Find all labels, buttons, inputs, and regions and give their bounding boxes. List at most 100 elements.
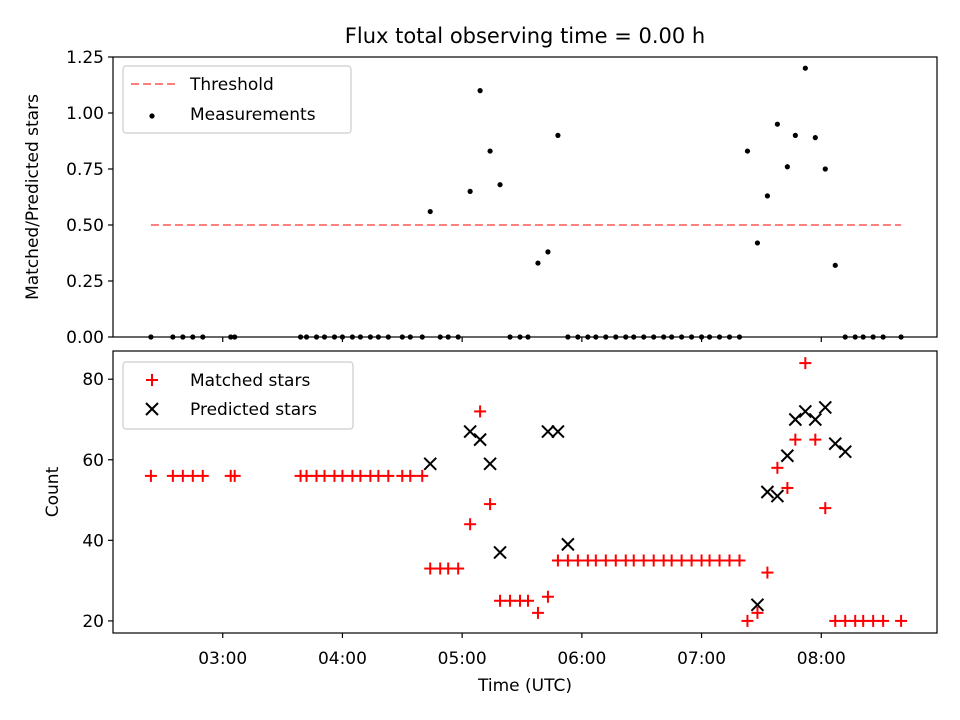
matched-star-point bbox=[771, 461, 784, 474]
x-tick-label: 03:00 bbox=[198, 649, 247, 669]
top-y-tick-label: 1.00 bbox=[66, 104, 104, 124]
predicted-star-point bbox=[541, 424, 555, 439]
matched-star-point bbox=[741, 614, 754, 627]
bottom-y-ticks: 20 40 60 80 bbox=[82, 370, 113, 632]
predicted-star-point bbox=[780, 449, 795, 463]
legend-predicted-label: Predicted stars bbox=[190, 400, 317, 420]
bottom-plot-marks bbox=[144, 357, 908, 627]
matched-star-point bbox=[789, 433, 802, 446]
matched-star-point bbox=[799, 357, 812, 370]
legend-matched-swatch bbox=[146, 374, 158, 386]
matched-star-point bbox=[877, 614, 890, 627]
measurement-point bbox=[792, 132, 798, 138]
x-tick-label: 04:00 bbox=[318, 649, 367, 669]
bottom-axes-frame bbox=[112, 350, 938, 634]
bottom-x-ticks: 03:00 04:00 05:00 06:00 07:00 08:00 bbox=[198, 633, 846, 669]
chart-title: Flux total observing time = 0.00 h bbox=[345, 24, 705, 48]
top-y-tick-label: 0.75 bbox=[66, 160, 104, 180]
predicted-star-point bbox=[828, 436, 842, 451]
measurement-point bbox=[545, 249, 551, 255]
x-axis-label: Time (UTC) bbox=[477, 676, 572, 696]
predicted-star-point bbox=[493, 545, 507, 560]
predicted-star-point bbox=[423, 457, 437, 471]
matched-star-point bbox=[452, 562, 465, 575]
predicted-star-point bbox=[463, 424, 477, 439]
measurement-point bbox=[774, 121, 780, 127]
measurement-point bbox=[555, 132, 561, 138]
top-y-tick-label: 0.00 bbox=[66, 328, 104, 348]
top-y-tick-label: 0.50 bbox=[66, 216, 104, 236]
matched-star-point bbox=[196, 469, 209, 482]
measurement-point bbox=[477, 88, 483, 94]
matched-star-point bbox=[541, 590, 554, 603]
measurement-point bbox=[744, 148, 751, 154]
predicted-star-point bbox=[750, 598, 765, 612]
bottom-legend-box bbox=[122, 361, 354, 430]
predicted-star-point bbox=[808, 412, 823, 427]
top-y-tick-label: 0.25 bbox=[66, 272, 104, 292]
matched-star-point bbox=[404, 469, 417, 482]
legend-predicted-swatch bbox=[145, 402, 159, 416]
matched-star-point bbox=[474, 405, 487, 418]
measurement-point bbox=[467, 188, 473, 194]
matched-star-point bbox=[895, 614, 908, 627]
measurement-point bbox=[754, 240, 761, 246]
predicted-star-point bbox=[473, 432, 487, 447]
measurement-point bbox=[497, 182, 503, 188]
predicted-star-point bbox=[838, 445, 852, 459]
predicted-star-point bbox=[818, 400, 832, 415]
legend-matched-label: Matched stars bbox=[190, 371, 310, 391]
legend-measurements-swatch bbox=[149, 113, 155, 119]
bottom-y-tick-label: 80 bbox=[82, 370, 104, 390]
measurement-point bbox=[812, 135, 818, 141]
legend-measurements-label: Measurements bbox=[190, 105, 316, 125]
matched-star-point bbox=[228, 469, 241, 482]
x-tick-label: 08:00 bbox=[797, 649, 846, 669]
measurement-point bbox=[427, 208, 433, 215]
x-tick-label: 07:00 bbox=[677, 649, 726, 669]
measurement-point bbox=[764, 193, 771, 199]
matched-star-point bbox=[464, 518, 477, 531]
predicted-star-point bbox=[760, 485, 775, 499]
x-tick-label: 05:00 bbox=[438, 649, 487, 669]
top-axes-frame bbox=[112, 56, 938, 338]
matched-star-point bbox=[733, 554, 746, 567]
bottom-legend: Matched stars Predicted stars bbox=[122, 361, 354, 430]
matched-star-point bbox=[521, 594, 534, 607]
predicted-star-point bbox=[483, 457, 497, 471]
predicted-star-point bbox=[770, 489, 785, 503]
measurement-point bbox=[487, 148, 493, 154]
legend-threshold-label: Threshold bbox=[189, 75, 274, 95]
matched-star-point bbox=[781, 481, 794, 494]
bottom-y-tick-label: 40 bbox=[82, 531, 104, 551]
x-tick-label: 06:00 bbox=[557, 649, 606, 669]
predicted-star-point bbox=[561, 537, 575, 552]
matched-star-point bbox=[144, 469, 157, 482]
matched-star-point bbox=[809, 433, 822, 446]
bottom-y-tick-label: 60 bbox=[82, 451, 104, 471]
top-legend-box bbox=[122, 65, 352, 134]
matched-star-point bbox=[531, 606, 544, 619]
matched-star-point bbox=[751, 606, 764, 619]
measurement-point bbox=[535, 260, 541, 266]
predicted-star-point bbox=[798, 404, 813, 419]
matched-star-point bbox=[484, 498, 497, 511]
matched-star-point bbox=[819, 502, 832, 515]
top-y-tick-label: 1.25 bbox=[66, 48, 104, 68]
measurement-point bbox=[822, 166, 828, 172]
predicted-star-point bbox=[551, 424, 565, 439]
matched-star-point bbox=[416, 469, 429, 482]
top-legend: Threshold Measurements bbox=[122, 65, 352, 134]
bottom-y-tick-label: 20 bbox=[82, 612, 104, 632]
measurement-point bbox=[802, 65, 808, 71]
measurement-point bbox=[832, 262, 838, 268]
predicted-star-point bbox=[788, 412, 803, 427]
top-y-axis-label: Matched/Predicted stars bbox=[23, 94, 43, 300]
measurement-point bbox=[784, 164, 790, 170]
matched-star-point bbox=[761, 566, 774, 579]
top-panel: 0.00 0.25 0.50 0.75 1.00 1.25 Matched/Predict… bbox=[23, 48, 938, 348]
top-y-ticks: 0.00 0.25 0.50 0.75 1.00 1.25 bbox=[66, 48, 113, 348]
bottom-y-axis-label: Count bbox=[43, 466, 63, 517]
